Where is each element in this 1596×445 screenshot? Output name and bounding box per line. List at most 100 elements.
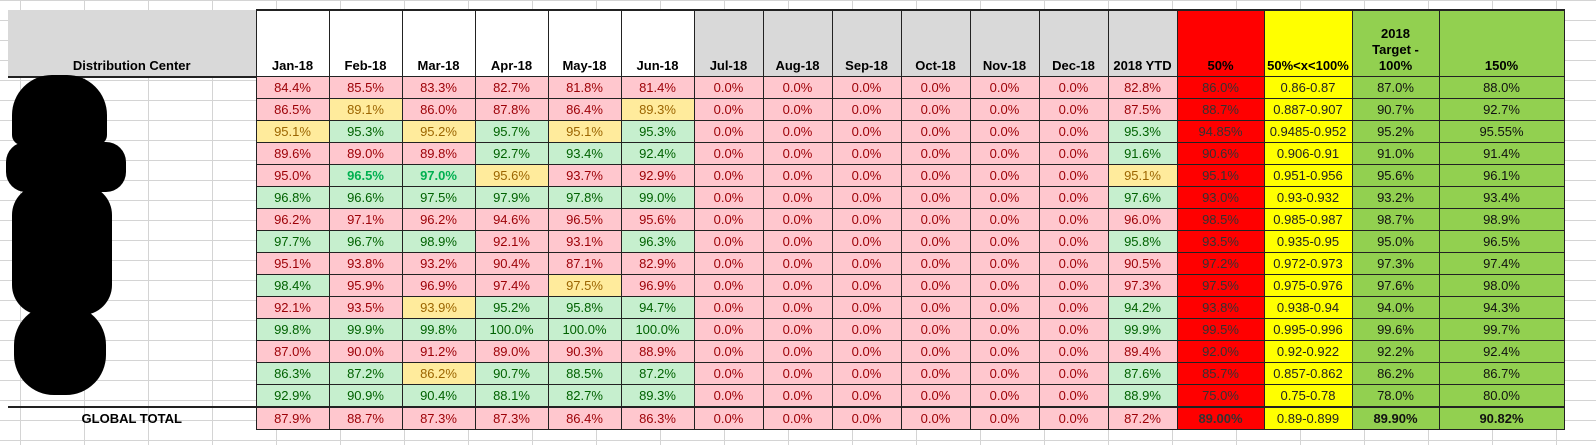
month-value-cell[interactable]: 96.9%	[620, 274, 695, 297]
month-value-cell[interactable]: 0.0%	[693, 76, 764, 99]
target-mid-cell[interactable]: 0.857-0.862	[1263, 362, 1353, 385]
ytd-cell[interactable]: 87.5%	[1107, 98, 1178, 121]
month-value-cell[interactable]: 97.4%	[474, 274, 549, 297]
total-month-cell[interactable]: 0.0%	[693, 406, 764, 430]
month-value-cell[interactable]: 97.5%	[401, 186, 476, 209]
ytd-cell[interactable]: 82.8%	[1107, 76, 1178, 99]
month-value-cell[interactable]: 89.3%	[620, 384, 695, 408]
header-month[interactable]: Feb-18	[328, 9, 403, 77]
total-month-cell[interactable]: 87.3%	[474, 406, 549, 430]
month-value-cell[interactable]: 96.9%	[401, 274, 476, 297]
month-value-cell[interactable]: 92.4%	[620, 142, 695, 165]
month-value-cell[interactable]: 0.0%	[831, 362, 902, 385]
month-value-cell[interactable]: 89.1%	[328, 98, 403, 121]
month-value-cell[interactable]: 85.5%	[328, 76, 403, 99]
month-value-cell[interactable]: 86.5%	[255, 98, 330, 121]
target-150-cell[interactable]: 98.0%	[1438, 274, 1565, 297]
header-month[interactable]: May-18	[547, 9, 622, 77]
month-value-cell[interactable]: 0.0%	[969, 208, 1040, 231]
month-value-cell[interactable]: 97.5%	[547, 274, 622, 297]
month-value-cell[interactable]: 0.0%	[831, 98, 902, 121]
month-value-cell[interactable]: 98.4%	[255, 274, 330, 297]
month-value-cell[interactable]: 0.0%	[693, 186, 764, 209]
month-value-cell[interactable]: 0.0%	[900, 274, 971, 297]
target-150-cell[interactable]: 96.5%	[1438, 230, 1565, 253]
month-value-cell[interactable]: 90.7%	[474, 362, 549, 385]
month-value-cell[interactable]: 95.1%	[255, 120, 330, 143]
month-value-cell[interactable]: 95.6%	[620, 208, 695, 231]
target-mid-cell[interactable]: 0.975-0.976	[1263, 274, 1353, 297]
month-value-cell[interactable]: 0.0%	[969, 296, 1040, 319]
month-value-cell[interactable]: 0.0%	[1038, 76, 1109, 99]
month-value-cell[interactable]: 0.0%	[762, 186, 833, 209]
target-100-cell[interactable]: 95.2%	[1351, 120, 1440, 143]
month-value-cell[interactable]: 92.1%	[255, 296, 330, 319]
month-value-cell[interactable]: 0.0%	[1038, 252, 1109, 275]
target-150-cell[interactable]: 99.7%	[1438, 318, 1565, 341]
month-value-cell[interactable]: 0.0%	[969, 76, 1040, 99]
month-value-cell[interactable]: 89.0%	[474, 340, 549, 363]
month-value-cell[interactable]: 97.1%	[328, 208, 403, 231]
month-value-cell[interactable]: 0.0%	[831, 296, 902, 319]
target-100-cell[interactable]: 91.0%	[1351, 142, 1440, 165]
month-value-cell[interactable]: 95.7%	[474, 120, 549, 143]
header-target-50[interactable]: 50%	[1176, 9, 1265, 77]
month-value-cell[interactable]: 87.0%	[255, 340, 330, 363]
month-value-cell[interactable]: 100.0%	[547, 318, 622, 341]
month-value-cell[interactable]: 0.0%	[969, 274, 1040, 297]
total-month-cell[interactable]: 87.3%	[401, 406, 476, 430]
month-value-cell[interactable]: 95.8%	[547, 296, 622, 319]
month-value-cell[interactable]: 0.0%	[969, 362, 1040, 385]
month-value-cell[interactable]: 0.0%	[969, 318, 1040, 341]
month-value-cell[interactable]: 0.0%	[900, 98, 971, 121]
target-100-cell[interactable]: 97.6%	[1351, 274, 1440, 297]
month-value-cell[interactable]: 0.0%	[831, 274, 902, 297]
total-month-cell[interactable]: 0.0%	[969, 406, 1040, 430]
month-value-cell[interactable]: 83.3%	[401, 76, 476, 99]
global-total-label[interactable]: GLOBAL TOTAL	[8, 406, 256, 430]
target-100-cell[interactable]: 94.0%	[1351, 296, 1440, 319]
month-value-cell[interactable]: 0.0%	[693, 142, 764, 165]
month-value-cell[interactable]: 89.0%	[328, 142, 403, 165]
month-value-cell[interactable]: 0.0%	[762, 120, 833, 143]
month-value-cell[interactable]: 0.0%	[900, 164, 971, 187]
month-value-cell[interactable]: 87.1%	[547, 252, 622, 275]
month-value-cell[interactable]: 0.0%	[900, 120, 971, 143]
total-month-cell[interactable]: 0.0%	[900, 406, 971, 430]
target-100-cell[interactable]: 86.2%	[1351, 362, 1440, 385]
header-target-100[interactable]: 2018 Target - 100%	[1351, 9, 1440, 77]
month-value-cell[interactable]: 0.0%	[831, 208, 902, 231]
target-100-cell[interactable]: 93.2%	[1351, 186, 1440, 209]
target-150-cell[interactable]: 96.1%	[1438, 164, 1565, 187]
month-value-cell[interactable]: 100.0%	[474, 318, 549, 341]
target-mid-cell[interactable]: 0.951-0.956	[1263, 164, 1353, 187]
target-mid-cell[interactable]: 0.92-0.922	[1263, 340, 1353, 363]
total-month-cell[interactable]: 87.9%	[255, 406, 330, 430]
month-value-cell[interactable]: 95.9%	[328, 274, 403, 297]
month-value-cell[interactable]: 82.9%	[620, 252, 695, 275]
month-value-cell[interactable]: 0.0%	[762, 340, 833, 363]
header-target-mid[interactable]: 50%<x<100%	[1263, 9, 1353, 77]
month-value-cell[interactable]: 96.3%	[620, 230, 695, 253]
total-month-cell[interactable]: 88.7%	[328, 406, 403, 430]
month-value-cell[interactable]: 0.0%	[1038, 142, 1109, 165]
ytd-cell[interactable]: 95.1%	[1107, 164, 1178, 187]
ytd-cell[interactable]: 91.6%	[1107, 142, 1178, 165]
month-value-cell[interactable]: 0.0%	[1038, 186, 1109, 209]
month-value-cell[interactable]: 95.3%	[620, 120, 695, 143]
header-month[interactable]: Aug-18	[762, 9, 833, 77]
month-value-cell[interactable]: 0.0%	[693, 340, 764, 363]
month-value-cell[interactable]: 0.0%	[831, 318, 902, 341]
month-value-cell[interactable]: 0.0%	[1038, 384, 1109, 408]
month-value-cell[interactable]: 92.7%	[474, 142, 549, 165]
month-value-cell[interactable]: 96.6%	[328, 186, 403, 209]
month-value-cell[interactable]: 0.0%	[762, 384, 833, 408]
month-value-cell[interactable]: 95.0%	[255, 164, 330, 187]
month-value-cell[interactable]: 89.3%	[620, 98, 695, 121]
ytd-cell[interactable]: 88.9%	[1107, 384, 1178, 408]
month-value-cell[interactable]: 95.1%	[255, 252, 330, 275]
ytd-cell[interactable]: 89.4%	[1107, 340, 1178, 363]
month-value-cell[interactable]: 0.0%	[900, 186, 971, 209]
target-150-cell[interactable]: 91.4%	[1438, 142, 1565, 165]
month-value-cell[interactable]: 0.0%	[900, 318, 971, 341]
